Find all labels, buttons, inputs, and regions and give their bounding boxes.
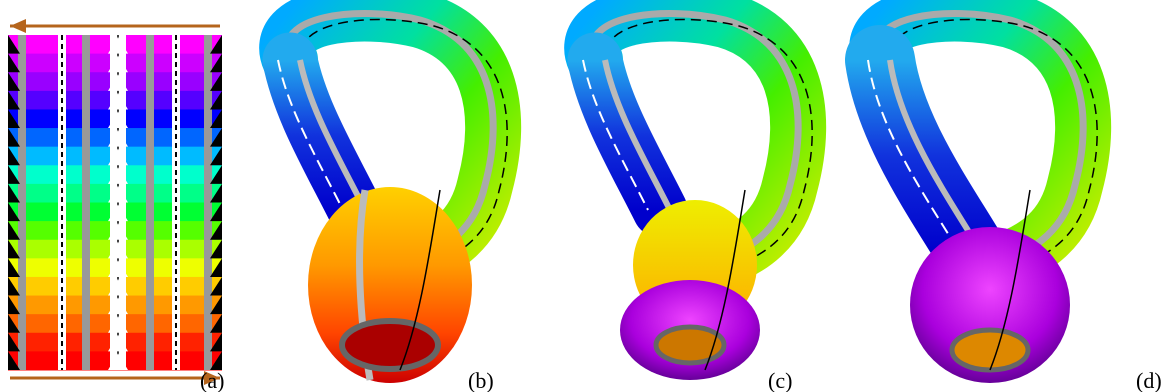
panel-a (8, 19, 222, 385)
tube (290, 60, 355, 210)
klein-bottle (583, 13, 812, 380)
gray-stripe (82, 35, 90, 370)
klein-bottle (278, 13, 507, 383)
figure: (a) (b) (c) (d) (0, 0, 1166, 392)
panel-label: (d) (1136, 368, 1162, 392)
opening (342, 321, 438, 369)
opening (952, 330, 1028, 370)
arrow-head (10, 19, 26, 33)
bottles (278, 13, 1097, 383)
tube (595, 60, 660, 210)
white-stripe (58, 35, 66, 370)
panel-label: (a) (200, 368, 224, 392)
white-stripe (172, 35, 180, 370)
klein-bottle (868, 13, 1097, 383)
panel-label: (b) (468, 368, 494, 392)
panel-label: (c) (768, 368, 792, 392)
gray-stripe (146, 35, 154, 370)
